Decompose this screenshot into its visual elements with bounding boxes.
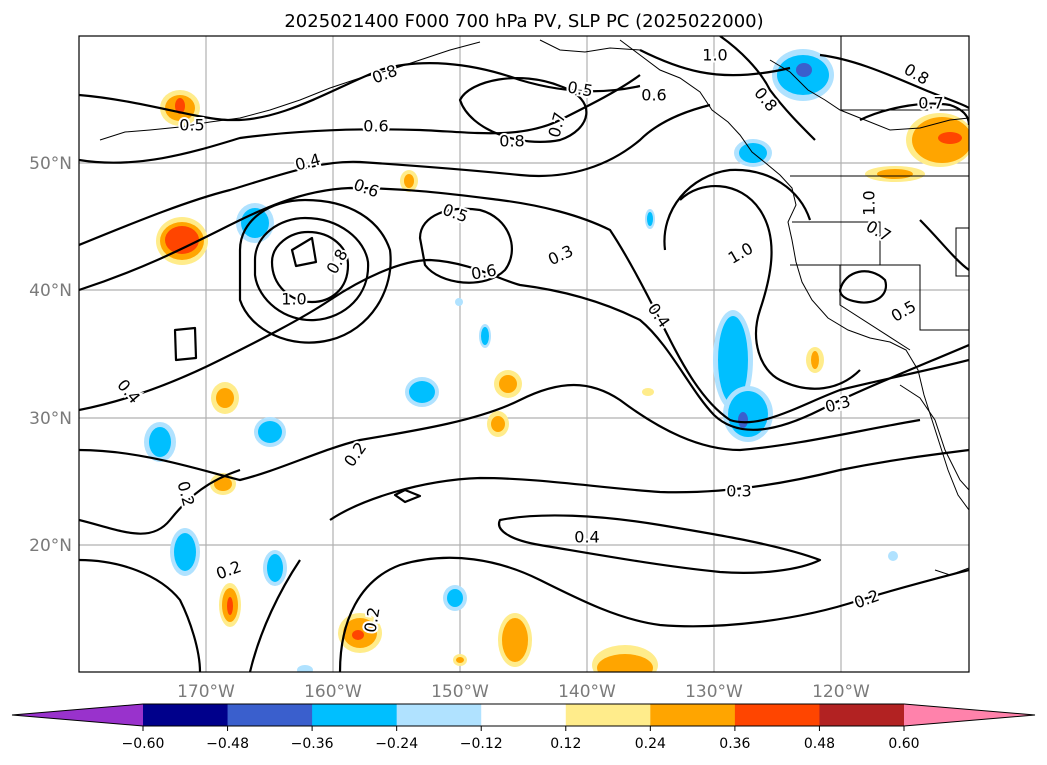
lon-label: 140°W — [558, 682, 616, 702]
contour-line — [497, 514, 822, 574]
contour-line — [253, 216, 370, 322]
colorbar-tick-label: −0.36 — [291, 736, 334, 752]
colorbar-tick-label: 0.60 — [888, 736, 919, 752]
colorbar-segment — [819, 704, 905, 726]
contour-line — [238, 198, 392, 344]
colorbar-tick-label: 0.24 — [635, 736, 666, 752]
colorbar-segment — [312, 704, 398, 726]
state-border-interior — [880, 264, 969, 331]
contour-label: 0.6 — [363, 117, 388, 136]
state-border-east — [955, 227, 969, 277]
coastlines — [99, 36, 969, 576]
contour-line — [418, 207, 513, 284]
contour-label: 0.4 — [574, 528, 599, 547]
contour-label: 0.7 — [918, 94, 943, 113]
aleutian-islands — [99, 41, 481, 141]
colorbar-tick-label: 0.12 — [550, 736, 581, 752]
figure-title: 2025021400 F000 700 hPa PV, SLP PC (2025… — [284, 11, 763, 32]
lon-label: 130°W — [685, 682, 743, 702]
contour-line — [719, 36, 816, 141]
lat-label: 40°N — [29, 281, 72, 301]
lat-label: 50°N — [29, 154, 72, 174]
contour-line — [79, 103, 711, 247]
contour-line — [458, 76, 588, 143]
contour-line — [173, 326, 198, 362]
contour-line — [79, 74, 641, 164]
colorbar-segment — [734, 704, 820, 726]
contour-line — [79, 384, 921, 482]
latitude-labels: 50°N 40°N 30°N 20°N — [29, 154, 72, 556]
contour-label: 1.0 — [702, 46, 727, 65]
lon-label: 150°W — [431, 682, 489, 702]
colorbar: −0.60 −0.48 −0.36 −0.24 −0.12 0.12 0.24 0.36 0.4… — [11, 703, 1036, 752]
longitude-labels: 170°W 160°W 150°W 140°W 130°W 120°W — [177, 682, 870, 702]
colorbar-segment — [650, 704, 736, 726]
colorbar-tick-label: −0.60 — [122, 736, 165, 752]
colorbar-tick-label: −0.48 — [206, 736, 249, 752]
lat-label: 20°N — [29, 536, 72, 556]
contour-line — [639, 49, 791, 77]
contour-line — [290, 236, 318, 268]
pv-contours — [79, 36, 969, 672]
contour-line — [248, 559, 301, 672]
contour-line — [838, 270, 888, 304]
contour-line — [79, 258, 969, 431]
state-border-oregon — [790, 221, 881, 266]
contour-label: 1.0 — [281, 290, 306, 309]
colorbar-segment — [481, 704, 567, 726]
map-frame — [78, 35, 970, 673]
contour-label: 0.3 — [726, 482, 751, 501]
map-panel: 0.50.80.60.50.80.71.00.6 0.80.80.70.40.60… — [78, 35, 970, 673]
contour-line — [679, 184, 861, 390]
graticule — [79, 36, 969, 672]
contour-label: 0.5 — [179, 116, 204, 135]
contour-line — [79, 468, 241, 535]
contour-line — [79, 186, 969, 424]
contour-line — [338, 556, 969, 672]
baja-gulf-coast — [899, 384, 969, 491]
contour-line — [329, 448, 969, 521]
lon-label: 120°W — [812, 682, 870, 702]
colorbar-segment — [565, 704, 651, 726]
contour-line — [79, 558, 202, 672]
colorbar-tick-label: −0.12 — [460, 736, 503, 752]
alaska-south-coast — [539, 39, 641, 53]
contour-label: 0.8 — [499, 132, 524, 151]
colorbar-extend-max — [904, 704, 1035, 726]
contour-label: 0.6 — [470, 260, 498, 283]
colorbar-segment — [143, 704, 229, 726]
pv-positive-anomaly — [156, 90, 969, 672]
state-border-california-nevada — [839, 265, 911, 351]
lat-label: 30°N — [29, 409, 72, 429]
province-border — [840, 36, 969, 111]
lon-label: 160°W — [304, 682, 362, 702]
contour-line — [393, 488, 422, 504]
contour-line — [270, 230, 350, 304]
colorbar-tick-label: −0.24 — [375, 736, 418, 752]
contour-line — [79, 62, 641, 122]
colorbar-segment — [396, 704, 482, 726]
colorbar-extend-min — [12, 704, 143, 726]
colorbar-segment — [227, 704, 313, 726]
lon-label: 170°W — [177, 682, 235, 702]
contour-line — [919, 219, 969, 271]
contour-line — [859, 102, 969, 126]
contour-label: 0.6 — [641, 86, 666, 105]
north-america-west-coast — [619, 39, 969, 511]
contour-line — [819, 53, 969, 109]
contour-label: 1.0 — [860, 190, 879, 215]
colorbar-tick-label: 0.48 — [804, 736, 835, 752]
colorbar-tick-label: 0.36 — [719, 736, 750, 752]
contour-line — [663, 168, 812, 251]
canada-coast — [769, 59, 969, 131]
